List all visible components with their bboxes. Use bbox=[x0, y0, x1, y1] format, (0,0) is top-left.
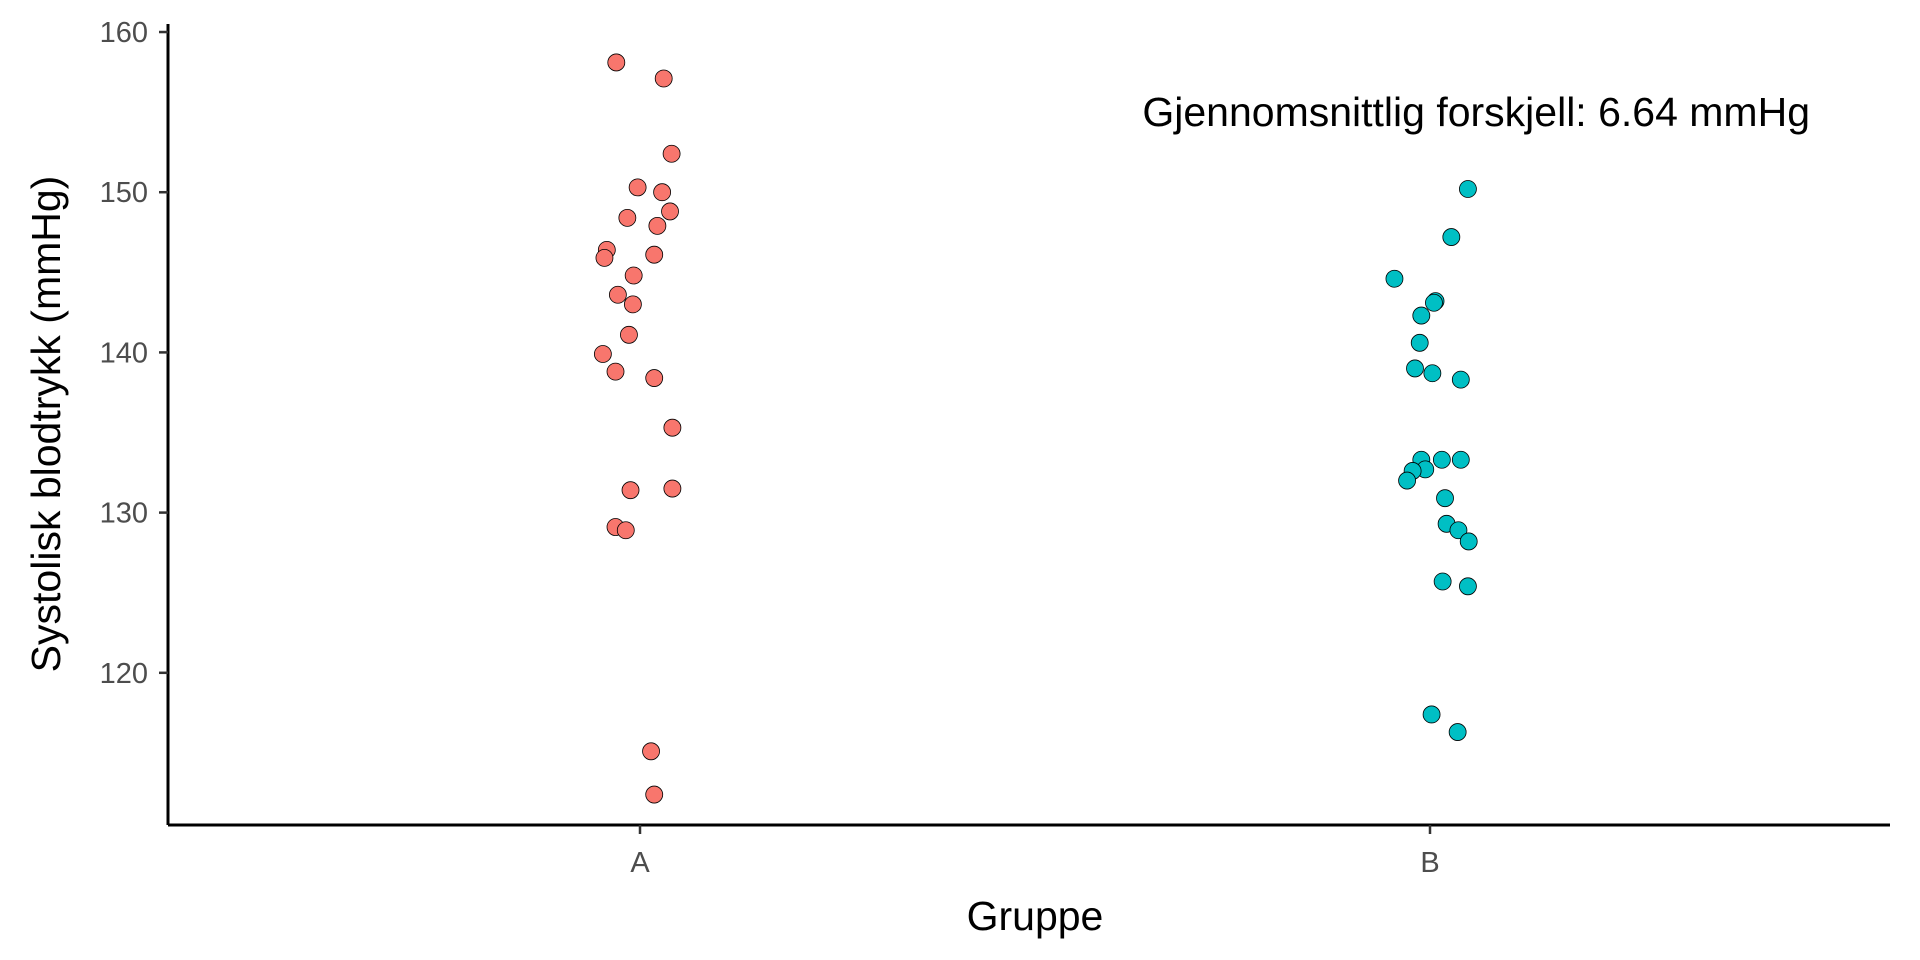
data-point-a-5 bbox=[653, 183, 672, 202]
data-point-b-20 bbox=[1459, 532, 1478, 551]
data-point-b-1 bbox=[1459, 180, 1477, 198]
data-point-b-22 bbox=[1459, 577, 1477, 596]
data-point-a-7 bbox=[661, 202, 679, 221]
data-point-a-16 bbox=[593, 345, 612, 363]
mean-difference-annotation: Gjennomsnittlig forskjell: 6.64 mmHg bbox=[1142, 89, 1810, 135]
data-point-a-17 bbox=[606, 362, 625, 381]
data-point-a-19 bbox=[663, 418, 682, 437]
data-point-a-15 bbox=[620, 325, 638, 344]
y-tick-label-160: 160 bbox=[100, 17, 148, 49]
data-point-b-13 bbox=[1451, 450, 1470, 469]
data-point-b-2 bbox=[1442, 228, 1461, 246]
data-point-b-16 bbox=[1398, 471, 1416, 490]
data-point-b-3 bbox=[1385, 269, 1404, 288]
data-point-b-21 bbox=[1433, 572, 1452, 591]
data-point-b-12 bbox=[1432, 450, 1451, 469]
data-points-layer bbox=[593, 53, 1478, 804]
data-point-b-7 bbox=[1410, 333, 1429, 352]
data-point-a-18 bbox=[645, 369, 664, 387]
data-point-b-6 bbox=[1412, 306, 1431, 325]
data-point-a-20 bbox=[621, 481, 640, 500]
data-point-a-6 bbox=[618, 208, 637, 227]
data-point-a-13 bbox=[608, 285, 627, 304]
data-point-a-23 bbox=[616, 521, 635, 540]
data-point-b-5 bbox=[1425, 293, 1443, 312]
data-point-b-24 bbox=[1448, 723, 1467, 741]
data-point-b-9 bbox=[1423, 364, 1442, 383]
y-axis-ticks: 120 130 140 150 160 bbox=[100, 17, 168, 690]
data-point-a-4 bbox=[628, 178, 647, 197]
data-point-b-8 bbox=[1406, 359, 1424, 378]
data-point-a-3 bbox=[662, 144, 681, 163]
y-tick-label-120: 120 bbox=[100, 658, 148, 690]
x-tick-label-b: B bbox=[1420, 847, 1439, 879]
data-point-b-10 bbox=[1451, 370, 1470, 389]
x-tick-label-a: A bbox=[630, 847, 650, 879]
data-point-a-12 bbox=[624, 266, 643, 285]
y-tick-label-130: 130 bbox=[100, 498, 148, 530]
data-point-a-14 bbox=[623, 295, 642, 314]
data-point-a-11 bbox=[645, 245, 664, 264]
y-tick-label-140: 140 bbox=[100, 337, 148, 369]
data-point-b-19 bbox=[1449, 521, 1468, 540]
data-point-b-23 bbox=[1422, 705, 1441, 724]
data-point-a-21 bbox=[663, 479, 682, 498]
data-point-a-2 bbox=[654, 69, 673, 88]
data-point-a-10 bbox=[595, 248, 614, 267]
data-point-a-1 bbox=[607, 53, 626, 72]
data-point-a-24 bbox=[642, 742, 660, 761]
data-point-a-8 bbox=[648, 216, 667, 235]
data-point-b-17 bbox=[1436, 489, 1454, 508]
y-axis-title: Systolisk blodtrykk (mmHg) bbox=[23, 176, 69, 673]
y-tick-label-150: 150 bbox=[100, 177, 148, 209]
data-point-a-25 bbox=[645, 785, 664, 804]
x-axis-title: Gruppe bbox=[967, 893, 1104, 939]
